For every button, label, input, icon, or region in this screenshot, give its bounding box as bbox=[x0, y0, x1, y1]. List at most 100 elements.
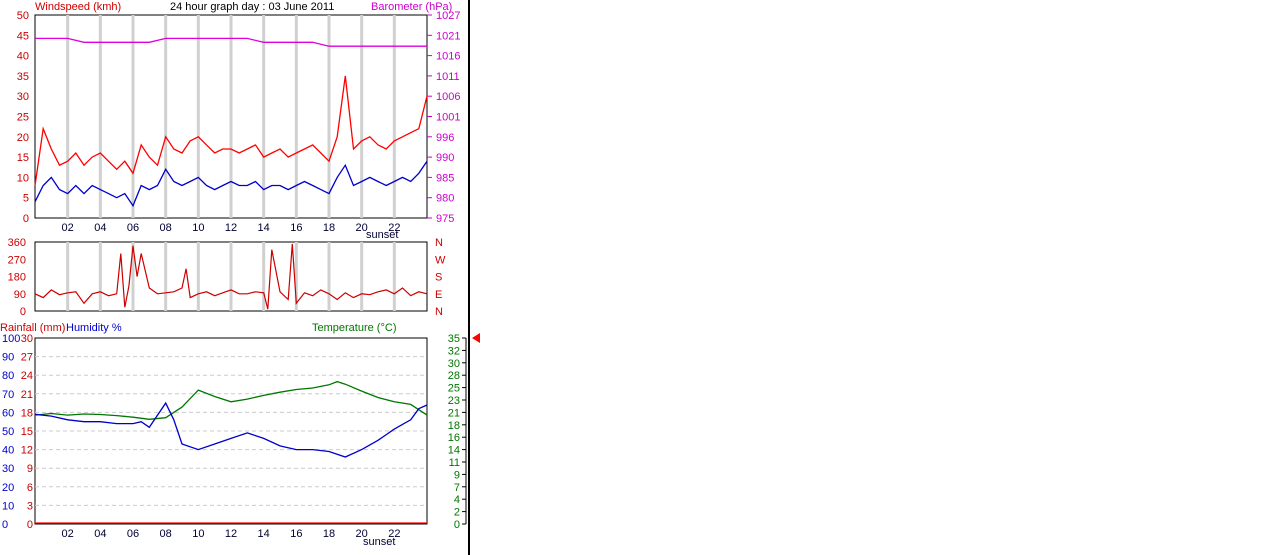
direction-degree-label: 360 bbox=[8, 237, 26, 249]
rainfall-tick-label: 15 bbox=[21, 426, 33, 438]
rainfall-tick-label: 24 bbox=[21, 370, 33, 382]
humidity-tick-label: 50 bbox=[2, 426, 14, 438]
rht-x-tick-label: 14 bbox=[258, 528, 270, 540]
chart-title: 24 hour graph day : 03 June 2011 bbox=[170, 1, 334, 13]
rht-series-line-0 bbox=[34, 380, 428, 420]
temperature-tick-label: 2 bbox=[454, 507, 460, 519]
rht-x-tick-label: 12 bbox=[225, 528, 237, 540]
wind-x-tick-label: 04 bbox=[94, 222, 106, 234]
temperature-tick-label: 9 bbox=[454, 469, 460, 481]
barometer-tick-label: 980 bbox=[436, 193, 454, 205]
temperature-tick-label: 18 bbox=[448, 420, 460, 432]
wind-x-tick-label: 18 bbox=[323, 222, 335, 234]
rain-humidity-temp-chart: Rainfall (mm) Humidity % Temperature (°C… bbox=[0, 322, 480, 548]
temperature-tick-label: 11 bbox=[449, 457, 460, 469]
windspeed-tick-label: 50 bbox=[17, 10, 29, 22]
barometer-tick-label: 1021 bbox=[436, 30, 460, 42]
temperature-marker-icon bbox=[472, 333, 480, 343]
humidity-tick-label: 90 bbox=[2, 352, 14, 364]
barometer-tick-label: 1011 bbox=[436, 71, 460, 83]
wind-x-tick-label: 20 bbox=[356, 222, 368, 234]
rht-x-tick-label: 20 bbox=[356, 528, 368, 540]
rainfall-tick-label: 3 bbox=[27, 500, 33, 512]
rht-x-tick-label: 10 bbox=[192, 528, 204, 540]
humidity-axis-title: Humidity % bbox=[66, 322, 122, 334]
temperature-tick-label: 21 bbox=[448, 407, 460, 419]
direction-degree-ticks: 0 90 180 270 360 bbox=[8, 237, 26, 318]
wind-series-line-1 bbox=[34, 160, 428, 208]
rainfall-axis-title: Rainfall (mm) bbox=[0, 322, 65, 334]
windspeed-tick-label: 30 bbox=[17, 91, 29, 103]
temperature-tick-label: 32 bbox=[448, 345, 460, 357]
wind-x-tick-label: 16 bbox=[290, 222, 302, 234]
wind-baro-chart: Windspeed (kmh) 24 hour graph day : 03 J… bbox=[17, 1, 461, 241]
windspeed-tick-label: 10 bbox=[17, 172, 29, 184]
barometer-tick-label: 990 bbox=[436, 152, 454, 164]
temperature-tick-label: 35 bbox=[448, 333, 460, 345]
temperature-tick-label: 4 bbox=[454, 494, 460, 506]
rht-chart-series bbox=[34, 380, 428, 524]
rht-x-ticks: 02 04 06 08 10 12 14 16 18 20 22 bbox=[62, 528, 401, 540]
rht-x-tick-label: 22 bbox=[388, 528, 400, 540]
rainfall-tick-label: 21 bbox=[21, 389, 33, 401]
windspeed-tick-label: 20 bbox=[17, 132, 29, 144]
rainfall-tick-label: 30 bbox=[21, 333, 33, 345]
temperature-tick-label: 30 bbox=[448, 358, 460, 370]
windspeed-tick-label: 0 bbox=[23, 213, 29, 225]
temperature-tick-label: 28 bbox=[448, 370, 460, 382]
barometer-tick-label: 1027 bbox=[436, 10, 460, 22]
humidity-tick-label: 40 bbox=[2, 445, 14, 457]
humidity-tick-label: 30 bbox=[2, 463, 14, 475]
barometer-tick-label: 985 bbox=[436, 172, 454, 184]
rht-x-tick-label: 06 bbox=[127, 528, 139, 540]
rainfall-ticks: 0 3 6 9 12 15 18 21 24 27 30 bbox=[21, 333, 33, 531]
rainfall-tick-label: 6 bbox=[27, 482, 33, 494]
humidity-tick-label: 100 bbox=[2, 333, 20, 345]
barometer-tick-label: 1016 bbox=[436, 51, 460, 63]
windspeed-tick-label: 5 bbox=[23, 193, 29, 205]
humidity-tick-label: 60 bbox=[2, 407, 14, 419]
direction-degree-label: 270 bbox=[8, 254, 26, 266]
humidity-tick-label: 0 bbox=[2, 519, 8, 531]
wind-x-ticks: 02 04 06 08 10 12 14 16 18 20 22 bbox=[62, 222, 401, 234]
direction-compass-label: N bbox=[435, 306, 443, 318]
wind-x-tick-label: 12 bbox=[225, 222, 237, 234]
rainfall-tick-label: 9 bbox=[27, 463, 33, 475]
barometer-tick-label: 975 bbox=[436, 213, 454, 225]
temperature-tick-label: 7 bbox=[454, 482, 460, 494]
wind-x-tick-label: 14 bbox=[258, 222, 270, 234]
barometer-ticks: 975 980 985 990 996 1001 1006 1011 1016 1021 1027 bbox=[427, 10, 460, 225]
temperature-tick-label: 0 bbox=[454, 519, 460, 531]
temperature-tick-label: 25 bbox=[448, 383, 460, 395]
rht-x-tick-label: 04 bbox=[94, 528, 106, 540]
wind-x-tick-label: 10 bbox=[192, 222, 204, 234]
humidity-tick-label: 80 bbox=[2, 370, 14, 382]
direction-chart-series bbox=[34, 243, 428, 310]
wind-chart-grid bbox=[66, 15, 396, 218]
humidity-tick-label: 70 bbox=[2, 389, 14, 401]
rainfall-tick-label: 0 bbox=[27, 519, 33, 531]
windspeed-tick-label: 40 bbox=[17, 51, 29, 63]
windspeed-tick-label: 25 bbox=[17, 112, 29, 124]
sunset-label-1: sunset bbox=[366, 229, 398, 241]
direction-compass-label: W bbox=[435, 254, 446, 266]
humidity-ticks: 0 10 20 30 40 50 60 70 80 90 100 bbox=[2, 333, 20, 531]
direction-compass-label: S bbox=[435, 272, 442, 284]
rht-x-tick-label: 02 bbox=[62, 528, 74, 540]
direction-degree-label: 90 bbox=[14, 289, 26, 301]
temperature-tick-label: 16 bbox=[448, 432, 460, 444]
sunset-label-2: sunset bbox=[363, 536, 395, 548]
rht-series-line-1 bbox=[34, 401, 428, 458]
wind-series-line-0 bbox=[34, 75, 428, 186]
wind-x-tick-label: 02 bbox=[62, 222, 74, 234]
direction-series-line-0 bbox=[34, 243, 428, 310]
rht-x-tick-label: 16 bbox=[290, 528, 302, 540]
wind-chart-series bbox=[34, 37, 428, 208]
windspeed-axis-title: Windspeed (kmh) bbox=[35, 1, 121, 13]
direction-compass-label: E bbox=[435, 289, 442, 301]
temperature-tick-label: 23 bbox=[448, 395, 460, 407]
direction-compass-label: N bbox=[435, 237, 443, 249]
